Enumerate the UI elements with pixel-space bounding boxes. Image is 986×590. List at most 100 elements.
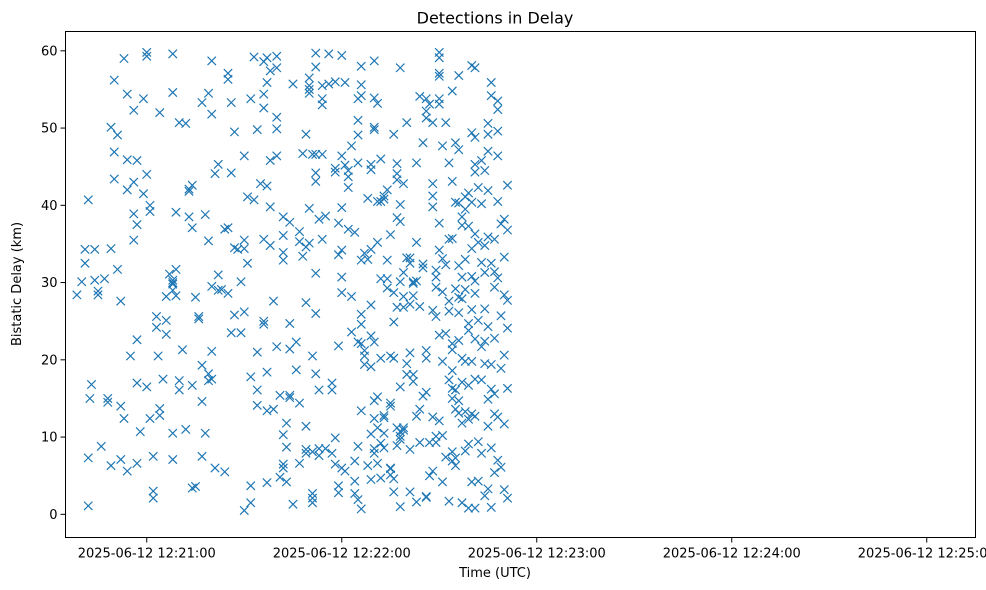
data-point (480, 165, 490, 176)
data-point (93, 286, 103, 296)
data-point (463, 414, 474, 424)
data-point (353, 495, 363, 505)
data-point (473, 182, 483, 193)
data-point (493, 104, 503, 115)
data-point (366, 300, 376, 310)
data-point (369, 93, 379, 103)
data-point (187, 380, 197, 390)
data-point (197, 451, 207, 462)
data-point (395, 63, 405, 73)
data-point (80, 258, 90, 268)
data-point (389, 287, 399, 298)
data-point (226, 168, 236, 178)
data-point (411, 158, 422, 168)
data-point (333, 481, 344, 491)
data-point (285, 217, 295, 227)
data-point (395, 199, 405, 210)
data-point (148, 486, 158, 496)
data-point (457, 498, 467, 508)
data-point (125, 351, 136, 361)
data-point (239, 505, 249, 516)
data-point (483, 484, 493, 494)
data-point (142, 382, 152, 392)
data-point (333, 250, 344, 260)
data-point (421, 387, 431, 397)
data-point (236, 328, 246, 338)
data-point (203, 88, 214, 98)
data-point (278, 430, 288, 440)
data-point (369, 124, 379, 135)
data-point (502, 493, 513, 503)
data-point (428, 305, 438, 316)
data-point (483, 321, 493, 332)
data-point (311, 168, 321, 178)
data-point (376, 438, 386, 448)
data-point (262, 53, 272, 63)
data-point (382, 255, 392, 265)
data-point (411, 276, 422, 286)
data-point (203, 236, 214, 246)
data-point (307, 447, 318, 457)
data-point (265, 155, 275, 166)
data-point (239, 235, 249, 245)
data-point (320, 444, 331, 454)
data-point (343, 224, 353, 234)
data-point (317, 234, 327, 244)
data-point (158, 374, 168, 384)
data-point (112, 130, 123, 140)
data-point (197, 360, 207, 370)
data-point (502, 323, 513, 333)
y-tick-label: 60 (41, 44, 58, 59)
data-point (255, 179, 266, 189)
data-point (350, 456, 360, 466)
data-point (259, 319, 269, 329)
data-point (389, 487, 399, 497)
data-point (262, 77, 272, 88)
data-point (431, 311, 441, 322)
data-point (200, 428, 210, 438)
data-point (85, 393, 95, 404)
y-axis-label: Bistatic Delay (km) (10, 222, 25, 346)
data-point (174, 376, 184, 386)
data-point (486, 384, 496, 394)
y-tick-label: 40 (41, 199, 58, 214)
data-point (350, 488, 360, 499)
data-point (359, 359, 370, 370)
data-point (106, 243, 116, 254)
data-point (330, 459, 340, 469)
y-tick-label: 10 (41, 431, 58, 446)
data-point (311, 176, 321, 186)
data-point (207, 346, 217, 356)
data-point (343, 172, 353, 182)
data-point (304, 203, 314, 214)
data-point (246, 372, 256, 382)
data-point (168, 49, 178, 59)
data-point (272, 151, 282, 161)
data-point (106, 461, 116, 471)
data-point (278, 230, 288, 241)
data-point (213, 159, 223, 169)
data-point (119, 413, 129, 424)
data-point (99, 274, 110, 284)
data-point (480, 304, 490, 314)
data-point (408, 291, 418, 301)
data-point (330, 163, 340, 173)
data-point (272, 51, 282, 61)
data-point (372, 423, 383, 433)
data-point (177, 345, 188, 355)
data-point (405, 348, 415, 358)
data-point (210, 169, 220, 179)
data-point (499, 484, 509, 495)
data-point (493, 196, 503, 207)
data-point (389, 317, 399, 327)
data-point (408, 369, 418, 380)
data-point (239, 243, 249, 254)
data-point (405, 444, 415, 455)
data-point (476, 448, 487, 458)
data-point (304, 238, 314, 248)
y-tick-label: 0 (49, 508, 57, 523)
data-point (470, 229, 480, 239)
data-point (447, 366, 457, 376)
data-point (223, 288, 233, 299)
data-point (281, 418, 292, 428)
